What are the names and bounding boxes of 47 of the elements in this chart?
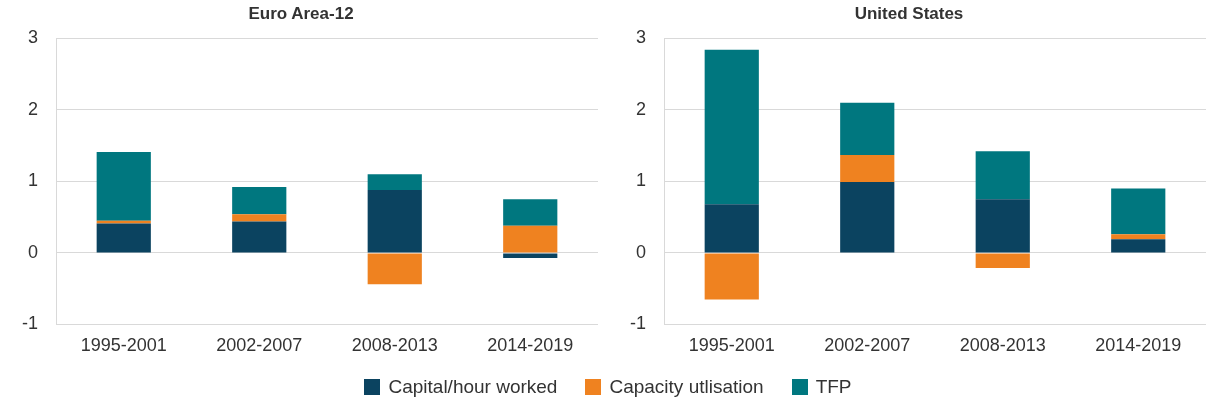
y-tick-label: 0: [635, 241, 646, 262]
bar: [840, 154, 895, 183]
bar: [975, 151, 1030, 200]
y-tick-label: 2: [635, 98, 646, 119]
bar: [232, 214, 287, 222]
x-tick-label: 2014-2019: [487, 335, 574, 356]
bar: [96, 220, 151, 224]
chart-title: United States: [854, 3, 964, 23]
bar: [367, 189, 422, 253]
bar: [840, 182, 895, 253]
bar: [704, 204, 759, 253]
x-tick-label: 1995-2001: [80, 335, 167, 356]
legend-label: Capital/hour worked: [388, 376, 558, 398]
bar: [975, 253, 1030, 268]
legend-label: TFP: [815, 376, 852, 398]
bar: [1111, 239, 1166, 253]
bar: [1111, 188, 1166, 235]
bar: [704, 49, 759, 205]
bar: [367, 174, 422, 190]
bar: [503, 199, 558, 226]
bar: [96, 223, 151, 253]
legend-label: Capacity utlisation: [609, 376, 764, 398]
x-tick-label: 2008-2013: [959, 335, 1046, 356]
bar: [704, 253, 759, 300]
y-tick-label: 1: [27, 170, 38, 191]
bar: [503, 225, 558, 253]
bar: [367, 253, 422, 285]
chart-title: Euro Area-12: [248, 3, 354, 23]
y-tick-label: 2: [27, 98, 38, 119]
y-tick-label: 3: [27, 27, 38, 48]
bar: [232, 221, 287, 253]
bar: [840, 102, 895, 155]
x-tick-label: 2002-2007: [216, 335, 303, 356]
bar: [503, 253, 558, 258]
y-tick-label: 3: [635, 27, 646, 48]
bar: [1111, 234, 1166, 240]
y-tick-label: -1: [629, 313, 646, 334]
y-tick-label: -1: [21, 313, 38, 334]
x-tick-label: 2002-2007: [824, 335, 911, 356]
bar: [232, 187, 287, 215]
bar: [96, 152, 151, 221]
x-tick-label: 2014-2019: [1095, 335, 1182, 356]
x-tick-label: 2008-2013: [351, 335, 438, 356]
x-tick-label: 1995-2001: [688, 335, 775, 356]
y-tick-label: 1: [635, 170, 646, 191]
bar: [975, 199, 1030, 253]
y-tick-label: 0: [27, 241, 38, 262]
